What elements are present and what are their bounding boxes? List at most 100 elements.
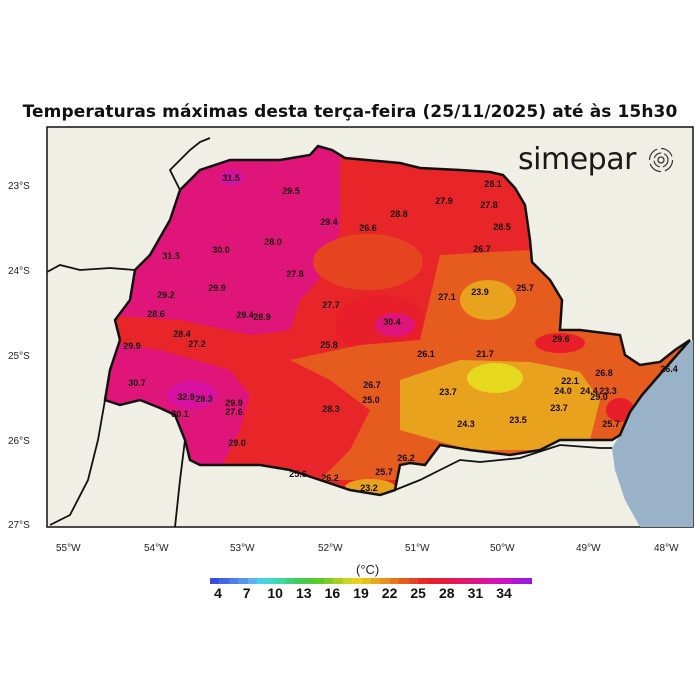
colorbar-segment — [427, 578, 438, 584]
station-value: 27.1 — [438, 292, 456, 302]
station-value: 31.5 — [222, 173, 240, 183]
colorbar-segment — [475, 578, 485, 584]
station-value: 25.8 — [320, 340, 338, 350]
longitude-label: 53°W — [230, 543, 255, 554]
colorbar-segment — [484, 578, 495, 584]
station-value: 24.3 — [457, 419, 475, 429]
station-value: 26.6 — [359, 223, 377, 233]
station-value: 26.7 — [363, 380, 381, 390]
colorbar-segment — [418, 578, 428, 584]
station-value: 24.4 — [580, 386, 598, 396]
colorbar-segment — [380, 578, 390, 584]
station-value: 23.3 — [599, 386, 617, 396]
colorbar-segment — [522, 578, 532, 584]
station-value: 30.4 — [383, 317, 401, 327]
station-value: 32.9 — [177, 392, 195, 402]
station-value: 29.2 — [157, 290, 175, 300]
colorbar — [210, 578, 532, 584]
colorbar-tick-label: 28 — [439, 585, 455, 601]
station-value: 28.9 — [253, 312, 271, 322]
colorbar-segment — [446, 578, 457, 584]
ocean — [612, 340, 693, 527]
station-value: 29.4 — [236, 310, 254, 320]
station-value: 25.0 — [362, 395, 380, 405]
latitude-label: 26°S — [8, 436, 30, 447]
map-title: Temperaturas máximas desta terça-feira (… — [22, 102, 678, 122]
station-value: 23.7 — [439, 387, 457, 397]
latitude-label: 24°S — [8, 266, 30, 277]
station-value: 25.7 — [602, 419, 620, 429]
colorbar-tick-label: 16 — [324, 585, 341, 601]
colorbar-segment — [465, 578, 476, 584]
colorbar-tick-label: 7 — [242, 585, 251, 601]
latitude-label: 25°S — [8, 351, 30, 362]
colorbar-segment — [266, 578, 277, 584]
station-value: 26.4 — [660, 364, 678, 374]
station-value: 23.5 — [509, 415, 527, 425]
colorbar-tick-label: 25 — [410, 585, 426, 601]
station-value: 25.7 — [516, 283, 534, 293]
colorbar-tick-label: 31 — [467, 585, 484, 601]
colorbar-segment — [389, 578, 400, 584]
colorbar-segment — [370, 578, 381, 584]
station-value: 25.7 — [375, 467, 393, 477]
colorbar-segment — [333, 578, 343, 584]
station-value: 23.2 — [360, 483, 378, 493]
colorbar-segment — [494, 578, 504, 584]
radar-waves-icon — [648, 147, 674, 173]
colorbar-segment — [304, 578, 315, 584]
colorbar-tick-label: 13 — [296, 585, 312, 601]
colorbar-segment — [408, 578, 419, 584]
station-value: 28.0 — [264, 237, 282, 247]
colorbar-segment — [314, 578, 324, 584]
colorbar-segment — [210, 578, 220, 584]
colorbar-tick-label: 34 — [496, 585, 512, 601]
longitude-label: 49°W — [576, 543, 601, 554]
station-value: 27.8 — [480, 200, 498, 210]
colorbar-segment — [285, 578, 296, 584]
station-value: 29.6 — [552, 334, 570, 344]
station-value: 29.3 — [195, 394, 213, 404]
colorbar-segment — [257, 578, 267, 584]
station-value: 29.0 — [590, 392, 608, 402]
station-value: 29.9 — [123, 341, 141, 351]
colorbar-segment — [228, 578, 239, 584]
station-value: 29.9 — [225, 398, 243, 408]
colorbar-segment — [276, 578, 286, 584]
colorbar-segment — [342, 578, 353, 584]
neighbor-borders — [46, 137, 612, 528]
station-value: 26.7 — [473, 244, 491, 254]
station-value: 26.2 — [321, 473, 339, 483]
longitude-label: 51°W — [405, 543, 430, 554]
colorbar-unit: (°C) — [356, 562, 380, 577]
longitude-label: 50°W — [490, 543, 515, 554]
latitude-label: 23°S — [8, 181, 30, 192]
station-value: 26.2 — [397, 453, 415, 463]
colorbar-segment — [503, 578, 513, 584]
station-value: 28.4 — [173, 329, 191, 339]
station-value: 29.5 — [282, 186, 300, 196]
longitude-label: 55°W — [56, 543, 81, 554]
station-value: 24.0 — [554, 386, 572, 396]
station-value: 30.1 — [171, 409, 189, 419]
colorbar-segment — [437, 578, 447, 584]
longitude-label: 52°W — [318, 543, 343, 554]
colorbar-segment — [399, 578, 409, 584]
simepar-logo: simepar — [518, 142, 636, 177]
station-value: 28.1 — [484, 179, 502, 189]
latitude-label: 27°S — [8, 520, 30, 531]
station-value: 29.0 — [228, 438, 246, 448]
station-value: 28.3 — [322, 404, 340, 414]
station-value: 28.6 — [147, 309, 165, 319]
station-value: 25.6 — [289, 469, 307, 479]
colorbar-tick-label: 22 — [381, 585, 398, 601]
station-value: 26.1 — [417, 349, 435, 359]
station-value: 30.7 — [128, 378, 146, 388]
colorbar-tick-label: 10 — [267, 585, 283, 601]
station-value: 27.2 — [188, 339, 206, 349]
station-value: 26.8 — [595, 368, 613, 378]
colorbar-segment — [513, 578, 523, 584]
longitude-label: 48°W — [654, 543, 679, 554]
colorbar-segment — [247, 578, 258, 584]
station-value: 23.7 — [550, 403, 568, 413]
